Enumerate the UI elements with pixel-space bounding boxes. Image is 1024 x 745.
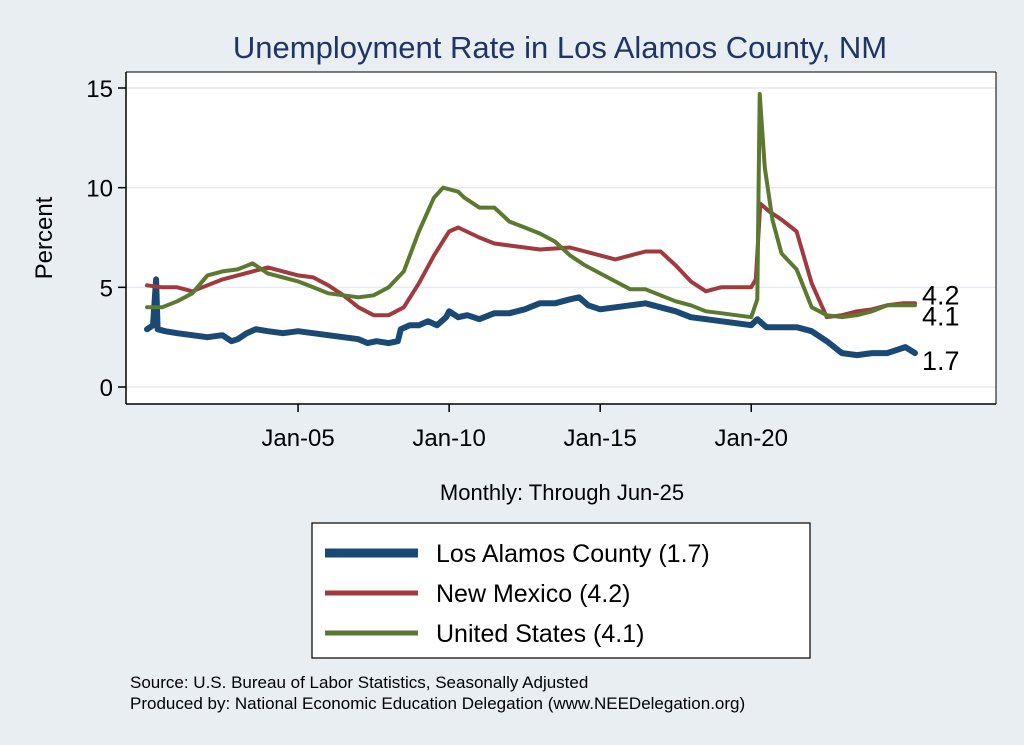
legend: Los Alamos County (1.7) New Mexico (4.2) U…	[311, 522, 811, 659]
chart-title: Unemployment Rate in Los Alamos County, …	[233, 30, 887, 65]
legend-label-united-states: United States (4.1)	[436, 620, 644, 648]
source-note: Source: U.S. Bureau of Labor Statistics,…	[130, 673, 588, 692]
end-label-new-mexico: 4.2	[922, 280, 960, 310]
y-tick-label-15: 15	[86, 76, 113, 103]
legend-label-new-mexico: New Mexico (4.2)	[436, 580, 631, 608]
x-tick-label-jan-20: Jan-20	[715, 425, 788, 452]
plot-background	[126, 72, 996, 404]
end-label-los-alamos: 1.7	[922, 346, 960, 376]
series-line-united-states	[145, 92, 917, 320]
series-layer	[144, 92, 918, 359]
y-axis-label: Percent	[31, 196, 58, 279]
y-tick-label-0: 0	[100, 375, 113, 402]
legend-label-los-alamos: Los Alamos County (1.7)	[436, 540, 710, 568]
end-labels: 1.7 4.24.1	[922, 280, 960, 376]
plot-area: 0 5 10 15 Jan-05 Jan-10 Jan-15 Jan-20 1.7 4.24.…	[86, 71, 997, 452]
x-axis-ticks: Jan-05 Jan-10 Jan-15 Jan-20	[261, 404, 788, 452]
x-tick-label-jan-15: Jan-15	[563, 425, 636, 452]
end-label-united-states: 4.1	[922, 301, 960, 331]
y-axis-ticks: 0 5 10 15	[86, 76, 126, 402]
x-tick-label-jan-10: Jan-10	[412, 425, 485, 452]
series-line-los-alamos	[144, 276, 918, 359]
chart-subtitle: Monthly: Through Jun-25	[440, 480, 684, 505]
gridlines	[126, 87, 996, 388]
series-line-new-mexico	[145, 201, 917, 320]
producer-note: Produced by: National Economic Education…	[130, 694, 745, 713]
y-tick-label-10: 10	[86, 176, 113, 203]
x-tick-label-jan-05: Jan-05	[261, 425, 334, 452]
y-tick-label-5: 5	[100, 275, 113, 302]
